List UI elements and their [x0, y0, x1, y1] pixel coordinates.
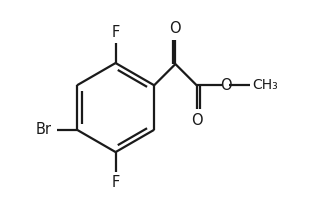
Text: O: O: [220, 78, 232, 93]
Text: Br: Br: [35, 122, 52, 137]
Text: CH₃: CH₃: [252, 78, 278, 92]
Text: O: O: [191, 113, 203, 128]
Text: F: F: [112, 25, 120, 40]
Text: F: F: [112, 175, 120, 190]
Text: O: O: [169, 21, 181, 36]
